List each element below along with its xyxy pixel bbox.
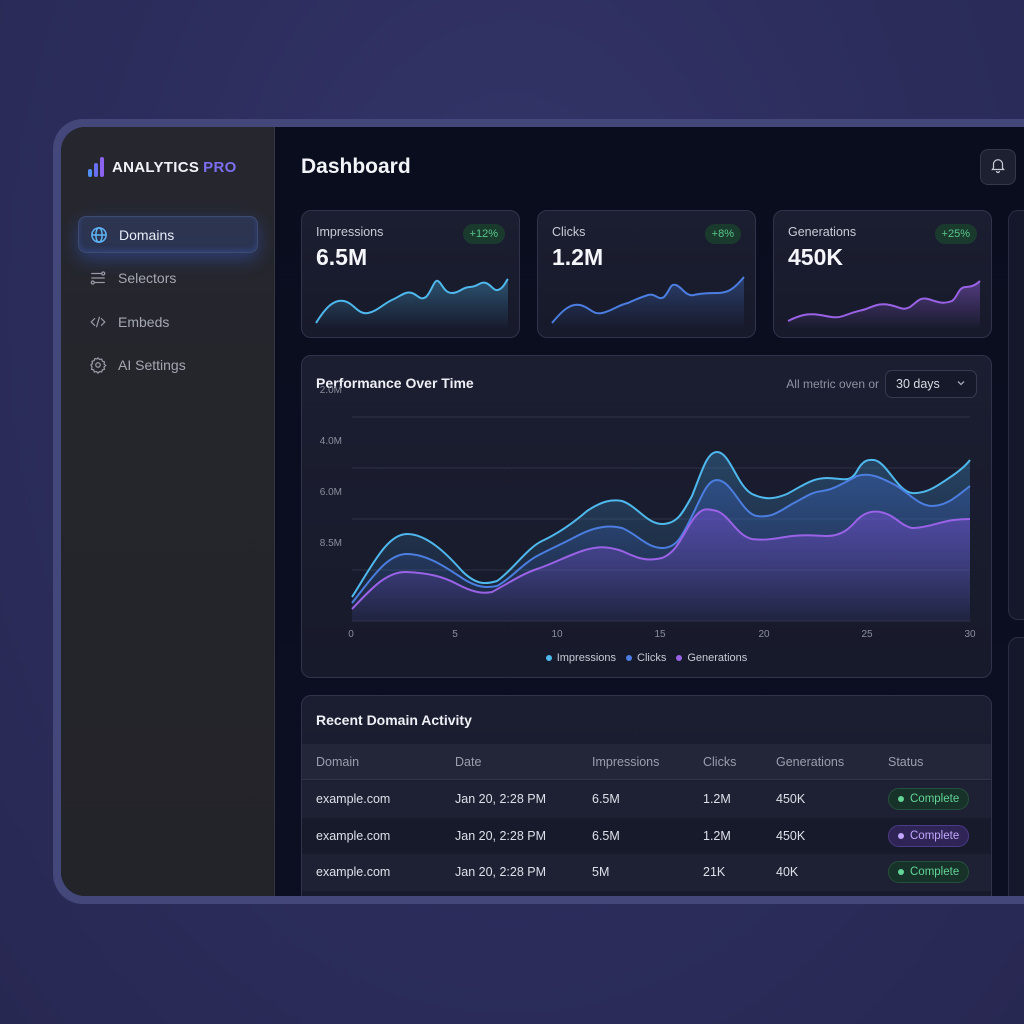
change-badge: +8% [704, 224, 741, 244]
cell-generations: 450K [776, 792, 806, 807]
cell-status: Complete [888, 818, 970, 855]
x-tick: 20 [758, 629, 770, 640]
cell-domain: example.com [316, 865, 391, 880]
globe-icon [89, 225, 109, 245]
code-icon [88, 312, 108, 332]
legend-item-clicks[interactable]: Clicks [626, 652, 666, 664]
sidebar-item-label: Domains [119, 226, 175, 243]
cell-impressions: 6.5M [592, 828, 620, 843]
chart-title: Performance Over Time [316, 375, 474, 391]
main-content: Dashboard Impressions 6.5M +12% Clicks 1… [275, 127, 1024, 896]
chart-subtitle: All metric oven or [786, 377, 879, 391]
cell-date: Jan 20, 2:28 PM [455, 828, 547, 843]
stat-label: Clicks [552, 225, 586, 239]
legend-item-generations[interactable]: Generations [676, 652, 747, 664]
status-badge: Complete [888, 861, 970, 884]
column-header[interactable]: Domain [316, 754, 360, 769]
x-tick: 30 [964, 629, 976, 640]
sparkline-generations [787, 280, 981, 329]
x-tick: 10 [551, 629, 563, 640]
sidebar-item-label: Embeds [118, 313, 170, 330]
cell-generations: 40K [776, 865, 799, 880]
performance-chart-card: Performance Over Time All metric oven or… [301, 355, 992, 678]
brand-logo[interactable]: ANALYTICS PRO [88, 157, 237, 177]
status-badge: Complete [888, 788, 970, 811]
sidebar-item-domains[interactable]: Domains [78, 216, 258, 253]
x-tick: 15 [654, 629, 666, 640]
y-tick: 2.0M [319, 385, 342, 396]
cell-domain: example.com [316, 828, 391, 843]
stat-card-clicks: Clicks 1.2M +8% [537, 210, 756, 338]
column-header[interactable]: Impressions [592, 754, 660, 769]
bell-icon [989, 156, 1007, 179]
x-tick: 25 [861, 629, 873, 640]
column-header[interactable]: Generations [776, 754, 845, 769]
cell-clicks: 1.2M [703, 828, 731, 843]
notifications-button[interactable] [980, 149, 1016, 185]
status-badge: Complete [888, 824, 970, 847]
cell-generations: 450K [776, 828, 806, 843]
column-header[interactable]: Date [455, 754, 482, 769]
sliders-icon [88, 268, 108, 288]
cell-clicks: 21K [703, 865, 726, 880]
sidebar-item-label: AI Settings [118, 357, 186, 373]
legend-item-impressions[interactable]: Impressions [545, 652, 616, 664]
cell-date: Jan 20, 2:28 PM [455, 865, 547, 880]
chevron-down-icon [956, 377, 966, 391]
column-header[interactable]: Clicks [703, 754, 737, 769]
sidebar: ANALYTICS PRO Domains Selectors Embed [61, 127, 275, 896]
sidebar-item-ai-settings[interactable]: AI Settings [78, 347, 258, 384]
column-header[interactable]: Status [888, 754, 924, 769]
chart-legend: Impressions Clicks Generations [302, 652, 991, 664]
table-row[interactable]: example.com Jan 20, 2:28 PM 6.5M 1.2M 45… [302, 817, 991, 855]
change-badge: +25% [934, 224, 977, 244]
change-badge: +12% [462, 224, 505, 244]
app-window: ANALYTICS PRO Domains Selectors Embed [61, 127, 1024, 896]
table-row[interactable]: example.com Jan 20, 2:28 PM 6.5M 1.2M 45… [302, 781, 991, 818]
side-panel-bottom [1008, 637, 1024, 896]
bar-chart-logo-icon [88, 157, 104, 177]
y-tick: 6.0M [319, 487, 342, 498]
sidebar-item-selectors[interactable]: Selectors [78, 260, 258, 297]
stat-value: 450K [788, 244, 843, 270]
page-title: Dashboard [301, 155, 411, 178]
cell-domain: example.com [316, 792, 391, 807]
y-tick: 8.5M [319, 538, 342, 549]
table-header: Domain Date Impressions Clicks Generatio… [302, 744, 991, 780]
sidebar-item-label: Selectors [118, 270, 177, 286]
stat-card-generations: Generations 450K +25% [773, 210, 992, 338]
cell-status: Complete [888, 854, 970, 891]
sidebar-nav: Domains Selectors Embeds AI Settings [78, 216, 258, 390]
brand-name: ANALYTICS PRO [112, 158, 237, 176]
cell-status: Complete [888, 781, 970, 818]
cell-date: Jan 20, 2:28 PM [455, 792, 547, 807]
table-title: Recent Domain Activity [316, 712, 472, 728]
sparkline-impressions [315, 278, 509, 329]
selected-range: 30 days [896, 377, 940, 391]
date-range-select[interactable]: 30 days [885, 370, 977, 398]
cell-impressions: 5M [592, 865, 610, 880]
cell-clicks: 1.2M [703, 792, 731, 807]
stat-label: Impressions [316, 225, 384, 239]
x-tick: 5 [452, 629, 458, 640]
side-panel-top [1008, 210, 1024, 620]
table-row[interactable]: example.com Jan 20, 2:28 PM 5M 21K 40K C… [302, 854, 991, 891]
sidebar-item-embeds[interactable]: Embeds [78, 303, 258, 340]
performance-area-chart [351, 416, 971, 622]
recent-activity-card: Recent Domain Activity Domain Date Impre… [301, 695, 992, 896]
sparkline-clicks [551, 276, 745, 329]
gear-icon [88, 355, 108, 375]
y-tick: 4.0M [319, 436, 342, 447]
x-tick: 0 [348, 629, 354, 640]
stat-label: Generations [788, 225, 857, 239]
stat-card-impressions: Impressions 6.5M +12% [301, 210, 520, 338]
cell-impressions: 6.5M [592, 792, 620, 807]
stat-value: 6.5M [316, 244, 368, 270]
stat-value: 1.2M [552, 244, 604, 270]
